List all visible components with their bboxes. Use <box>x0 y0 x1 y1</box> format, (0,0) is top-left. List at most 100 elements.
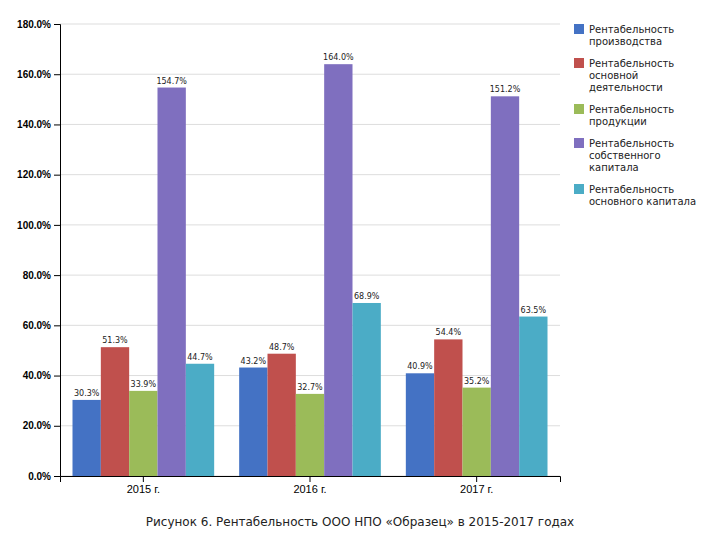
bars <box>73 64 548 476</box>
bar <box>129 391 157 476</box>
data-label: 30.3% <box>74 389 100 398</box>
y-axis: 0.0% 20.0% 40.0% 60.0% 80.0% 100.0% 120.0% 140.… <box>17 19 60 482</box>
tick: 60.0% <box>23 320 60 331</box>
tick-mark <box>54 175 60 176</box>
legend-label: Рентабельностьосновнойдеятельности <box>589 58 674 93</box>
tick-label: 120.0% <box>17 169 51 180</box>
legend-swatch <box>574 138 584 148</box>
legend-item: Рентабельностьосновного капитала <box>574 184 696 207</box>
data-label: 48.7% <box>269 343 295 352</box>
grid-line <box>60 74 560 75</box>
legend-label-line: производства <box>589 36 662 47</box>
tick-mark <box>54 275 60 276</box>
tick: 120.0% <box>17 169 60 180</box>
tick-mark <box>54 24 60 25</box>
data-label: 151.2% <box>490 85 521 94</box>
tick-mark <box>54 476 60 477</box>
tick-label: 2016 г. <box>293 483 326 495</box>
tick-mark <box>310 476 311 482</box>
tick-label: 20.0% <box>23 420 51 431</box>
legend-label: Рентабельностьсобственногокапитала <box>589 138 674 173</box>
data-label: 43.2% <box>241 357 267 366</box>
tick: 0.0% <box>28 471 60 482</box>
bar <box>324 64 352 476</box>
grid-line <box>60 124 560 125</box>
tick: 80.0% <box>23 270 60 281</box>
legend-label: Рентабельностьосновного капитала <box>589 184 696 207</box>
bar <box>296 394 324 476</box>
tick-label: 80.0% <box>23 270 51 281</box>
tick-mark <box>54 325 60 326</box>
bar <box>268 354 296 476</box>
tick-label: 180.0% <box>17 19 51 30</box>
axis-line <box>61 477 561 483</box>
grid-line <box>60 275 560 276</box>
tick: 2016 г. <box>293 476 326 495</box>
legend-item: Рентабельностьосновнойдеятельности <box>574 58 674 93</box>
tick: 160.0% <box>17 69 60 80</box>
axis-line <box>54 25 61 477</box>
grid-line <box>60 174 560 175</box>
tick: 180.0% <box>17 19 60 30</box>
tick-label: 160.0% <box>17 69 51 80</box>
legend-swatch <box>574 184 584 194</box>
tick: 140.0% <box>17 119 60 130</box>
bar <box>463 388 491 476</box>
data-label: 54.4% <box>436 328 462 337</box>
legend-label-line: Рентабельность <box>589 184 674 195</box>
data-label: 164.0% <box>323 53 354 62</box>
data-labels: 30.3% 43.2% 40.9% 51.3% 48.7% 54.4% 33.9% 32.7%… <box>74 53 546 398</box>
x-axis: 2015 г. 2016 г. 2017 г. <box>61 476 561 495</box>
bar <box>73 400 101 476</box>
bar <box>186 364 214 476</box>
tick-mark <box>54 124 60 125</box>
tick: 2017 г. <box>460 476 493 495</box>
legend-swatch <box>574 104 584 114</box>
data-label: 154.7% <box>156 77 187 86</box>
tick-mark <box>143 476 144 482</box>
data-label: 32.7% <box>297 383 323 392</box>
legend-label-line: основного капитала <box>589 196 696 207</box>
legend-label: Рентабельностьпроизводства <box>589 24 674 47</box>
tick-mark <box>54 376 60 377</box>
legend-label-line: Рентабельность <box>589 104 674 115</box>
tick-mark <box>476 476 477 482</box>
bar <box>101 347 129 476</box>
grid-line <box>60 24 560 25</box>
tick-label: 40.0% <box>23 370 51 381</box>
tick-mark <box>54 74 60 75</box>
tick: 20.0% <box>23 420 60 431</box>
tick-mark <box>54 426 60 427</box>
bar <box>434 339 462 476</box>
tick-label: 0.0% <box>28 471 51 482</box>
legend-label: Рентабельностьпродукции <box>589 104 674 127</box>
legend-swatch <box>574 58 584 68</box>
data-label: 35.2% <box>464 377 490 386</box>
tick: 40.0% <box>23 370 60 381</box>
tick-label: 2015 г. <box>127 483 160 495</box>
legend-label-line: Рентабельность <box>589 58 674 69</box>
tick-label: 140.0% <box>17 119 51 130</box>
data-label: 51.3% <box>102 336 128 345</box>
bar <box>158 88 186 476</box>
bar <box>491 96 519 476</box>
data-label: 44.7% <box>187 353 213 362</box>
legend-item: Рентабельностьпродукции <box>574 104 674 127</box>
bar <box>519 317 547 476</box>
data-label: 40.9% <box>407 362 433 371</box>
data-label: 33.9% <box>131 380 157 389</box>
grid <box>60 24 560 476</box>
legend-label-line: деятельности <box>589 82 663 93</box>
tick: 100.0% <box>17 220 60 231</box>
title: Рисунок 6. Рентабельность ООО НПО «Образ… <box>146 515 574 529</box>
legend-label-line: основной <box>589 70 638 81</box>
grid-line <box>60 224 560 225</box>
tick-mark <box>54 225 60 226</box>
data-label: 68.9% <box>354 292 380 301</box>
legend-label-line: капитала <box>589 162 639 173</box>
legend-swatch <box>574 24 584 34</box>
tick-label: 60.0% <box>23 320 51 331</box>
legend-label-line: Рентабельность <box>589 24 674 35</box>
legend-label-line: Рентабельность <box>589 138 674 149</box>
chart: 30.3% 43.2% 40.9% 51.3% 48.7% 54.4% 33.9% 32.7%… <box>0 0 720 540</box>
